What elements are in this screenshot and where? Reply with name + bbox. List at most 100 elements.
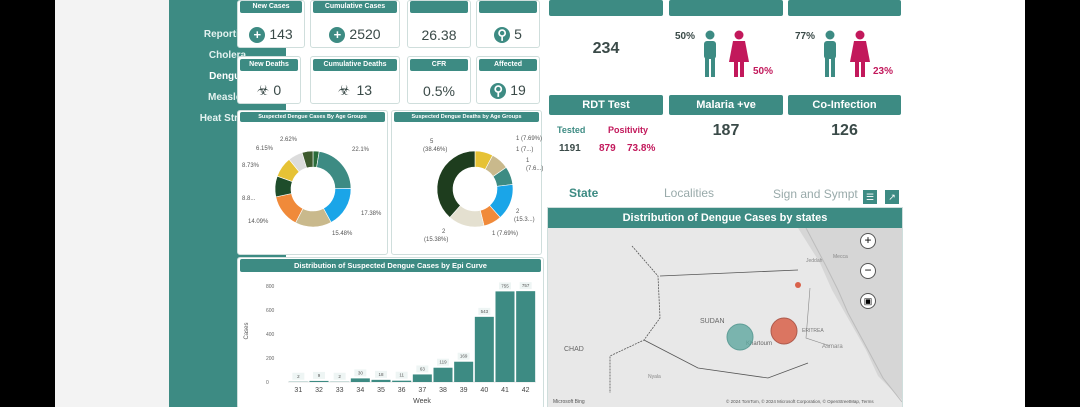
filter-icon[interactable]: ☰	[863, 190, 877, 204]
epi-bar-39[interactable]	[454, 361, 474, 382]
death-label-5: (7.6...)	[526, 166, 544, 172]
footprint-icon: ☣	[337, 82, 351, 98]
epi-y-tick-3: 600	[266, 308, 275, 314]
epi-y-tick-4: 800	[266, 284, 275, 290]
epi-curve-chart[interactable]: 0 200 400 600 800 Cases 2 31 9 32 2 33 30 34 18 35 11 36 6…	[238, 258, 543, 407]
map-canvas[interactable]: SUDAN CHAD ERITREA Asmara Khartoum Nyala…	[548, 228, 902, 407]
map-bubble-east[interactable]	[770, 317, 798, 345]
map-reset-icon[interactable]: ▣	[860, 293, 876, 309]
epi-data-label-bg-0	[292, 372, 305, 380]
epi-bar-40[interactable]	[474, 316, 494, 382]
map-bubble-khartoum[interactable]	[726, 323, 754, 351]
kpi-4-header	[479, 1, 537, 13]
sidebar-item-cholera[interactable]: Cholera	[208, 50, 247, 61]
kpi-new-cases-label: New Cases	[240, 1, 302, 13]
tab-localities[interactable]: Localities	[664, 186, 715, 200]
epi-bar-38[interactable]	[433, 367, 453, 382]
kpi-cumulative-deaths: Cumulative Deaths ☣ 13	[310, 56, 400, 104]
epi-curve-card: Distribution of Suspected Dengue Cases b…	[237, 257, 544, 407]
age-cases-slice-8[interactable]	[301, 150, 314, 169]
map-bubble-small[interactable]	[795, 282, 801, 288]
cases-female-pct: 50%	[753, 66, 774, 77]
epi-data-label-bg-8	[457, 352, 470, 360]
epi-x-tick-35: 35	[377, 387, 385, 394]
zoom-out-icon[interactable]: −	[860, 263, 876, 279]
age-label-2: 8.73%	[242, 163, 260, 169]
death-label-6: 2	[516, 209, 520, 215]
kpi-4: ⚲ 5	[476, 0, 540, 48]
epi-x-tick-33: 33	[336, 387, 344, 394]
kpi-3-header	[410, 1, 468, 13]
kpi-affected-localities-label: Affected Localities	[479, 59, 537, 80]
expand-icon[interactable]: ↗	[885, 190, 899, 204]
epi-data-label-35: 18	[378, 372, 384, 377]
epi-x-tick-36: 36	[398, 387, 406, 394]
zoom-in-icon[interactable]: +	[860, 233, 876, 249]
epi-data-label-bg-6	[416, 365, 429, 373]
epi-bar-36[interactable]	[392, 380, 412, 382]
age-cases-donut[interactable]	[238, 111, 387, 254]
affected-localities-number: 19	[510, 81, 526, 98]
map-label-jeddah: Jeddah	[806, 258, 823, 264]
epi-data-label-38: 119	[439, 360, 447, 365]
death-label-1: (38.46%)	[423, 147, 448, 153]
epi-data-label-bg-1	[313, 371, 325, 379]
kpi-new-cases: New Cases +143	[237, 0, 305, 48]
cases-by-gender-header	[669, 0, 783, 16]
epi-x-tick-34: 34	[356, 387, 364, 394]
sidebar-item-measles[interactable]: Measles	[208, 92, 247, 103]
epi-bar-32[interactable]	[309, 380, 329, 382]
death-label-3: 1 (7...)	[516, 147, 534, 153]
age-cases-card: Suspected Dengue Cases By Age Groups 2.6…	[237, 110, 388, 255]
footprint-icon: ☣	[256, 82, 270, 98]
age-deaths-card: Suspected Dengue Deaths by Age Groups 5 …	[391, 110, 544, 255]
epi-data-label-37: 63	[420, 366, 426, 371]
location-pin-icon: ⚲	[494, 27, 511, 43]
dashboard-screen: Reporting Cholera Dengue Measles Heat St…	[55, 0, 1025, 407]
new-cases-number: 143	[269, 25, 293, 42]
age-label-6: 17.38%	[361, 211, 382, 217]
epi-bar-35[interactable]	[371, 379, 391, 382]
epi-x-tick-38: 38	[439, 387, 447, 394]
coinfection-header: Co-Infection	[788, 95, 901, 115]
death-label-8: 1 (7.69%)	[492, 231, 519, 237]
female-icon	[729, 30, 749, 77]
kpi-new-cases-value: +143	[238, 26, 304, 43]
cumulative-cases-number: 2520	[349, 25, 381, 42]
death-label-7: (15.3...)	[514, 217, 535, 223]
rdt-positivity-label: Positivity	[608, 125, 649, 135]
map-panel: Distribution of Dengue Cases by states S…	[547, 207, 903, 407]
age-deaths-title: Suspected Dengue Deaths by Age Groups	[394, 112, 539, 122]
deaths-female-pct: 23%	[873, 66, 894, 77]
tab-sign-and-symptoms[interactable]: Sign and Sympt	[773, 187, 858, 201]
age-deaths-slice-6[interactable]	[436, 150, 476, 218]
sidebar-item-reporting[interactable]: Reporting	[203, 29, 252, 40]
plus-icon: +	[249, 27, 266, 43]
age-cases-title: Suspected Dengue Cases By Age Groups	[240, 112, 385, 122]
age-deaths-donut[interactable]	[392, 111, 541, 254]
kpi-cfr-label: CFR	[410, 59, 468, 71]
epi-bar-41[interactable]	[495, 291, 515, 382]
left-margin	[55, 0, 169, 407]
epi-x-tick-41: 41	[501, 387, 509, 394]
total-value: 234	[592, 40, 620, 57]
age-cases-slice-1[interactable]	[316, 151, 352, 189]
epi-x-tick-31: 31	[294, 387, 302, 394]
epi-x-label: Week	[413, 398, 431, 405]
map-label-mecca: Mecca	[833, 254, 848, 260]
epi-bar-34[interactable]	[350, 378, 370, 382]
age-label-1: 6.15%	[256, 146, 274, 152]
age-label-7: 22.1%	[352, 147, 370, 153]
epi-x-tick-39: 39	[460, 387, 468, 394]
epi-bar-42[interactable]	[516, 291, 536, 382]
epi-y-tick-2: 400	[266, 332, 275, 338]
epi-data-label-42: 757	[522, 283, 530, 288]
tab-state[interactable]: State	[569, 186, 599, 200]
kpi-3: 26.38	[407, 0, 471, 48]
kpi-new-deaths-label: New Deaths	[240, 59, 298, 71]
new-deaths-number: 0	[273, 82, 282, 98]
epi-bar-37[interactable]	[412, 374, 432, 382]
sidebar-item-dengue[interactable]: Dengue	[209, 71, 246, 82]
kpi-cumulative-cases-label: Cumulative Cases	[313, 1, 397, 13]
sidebar-item-heat-stroke[interactable]: Heat Stroke	[199, 113, 256, 124]
